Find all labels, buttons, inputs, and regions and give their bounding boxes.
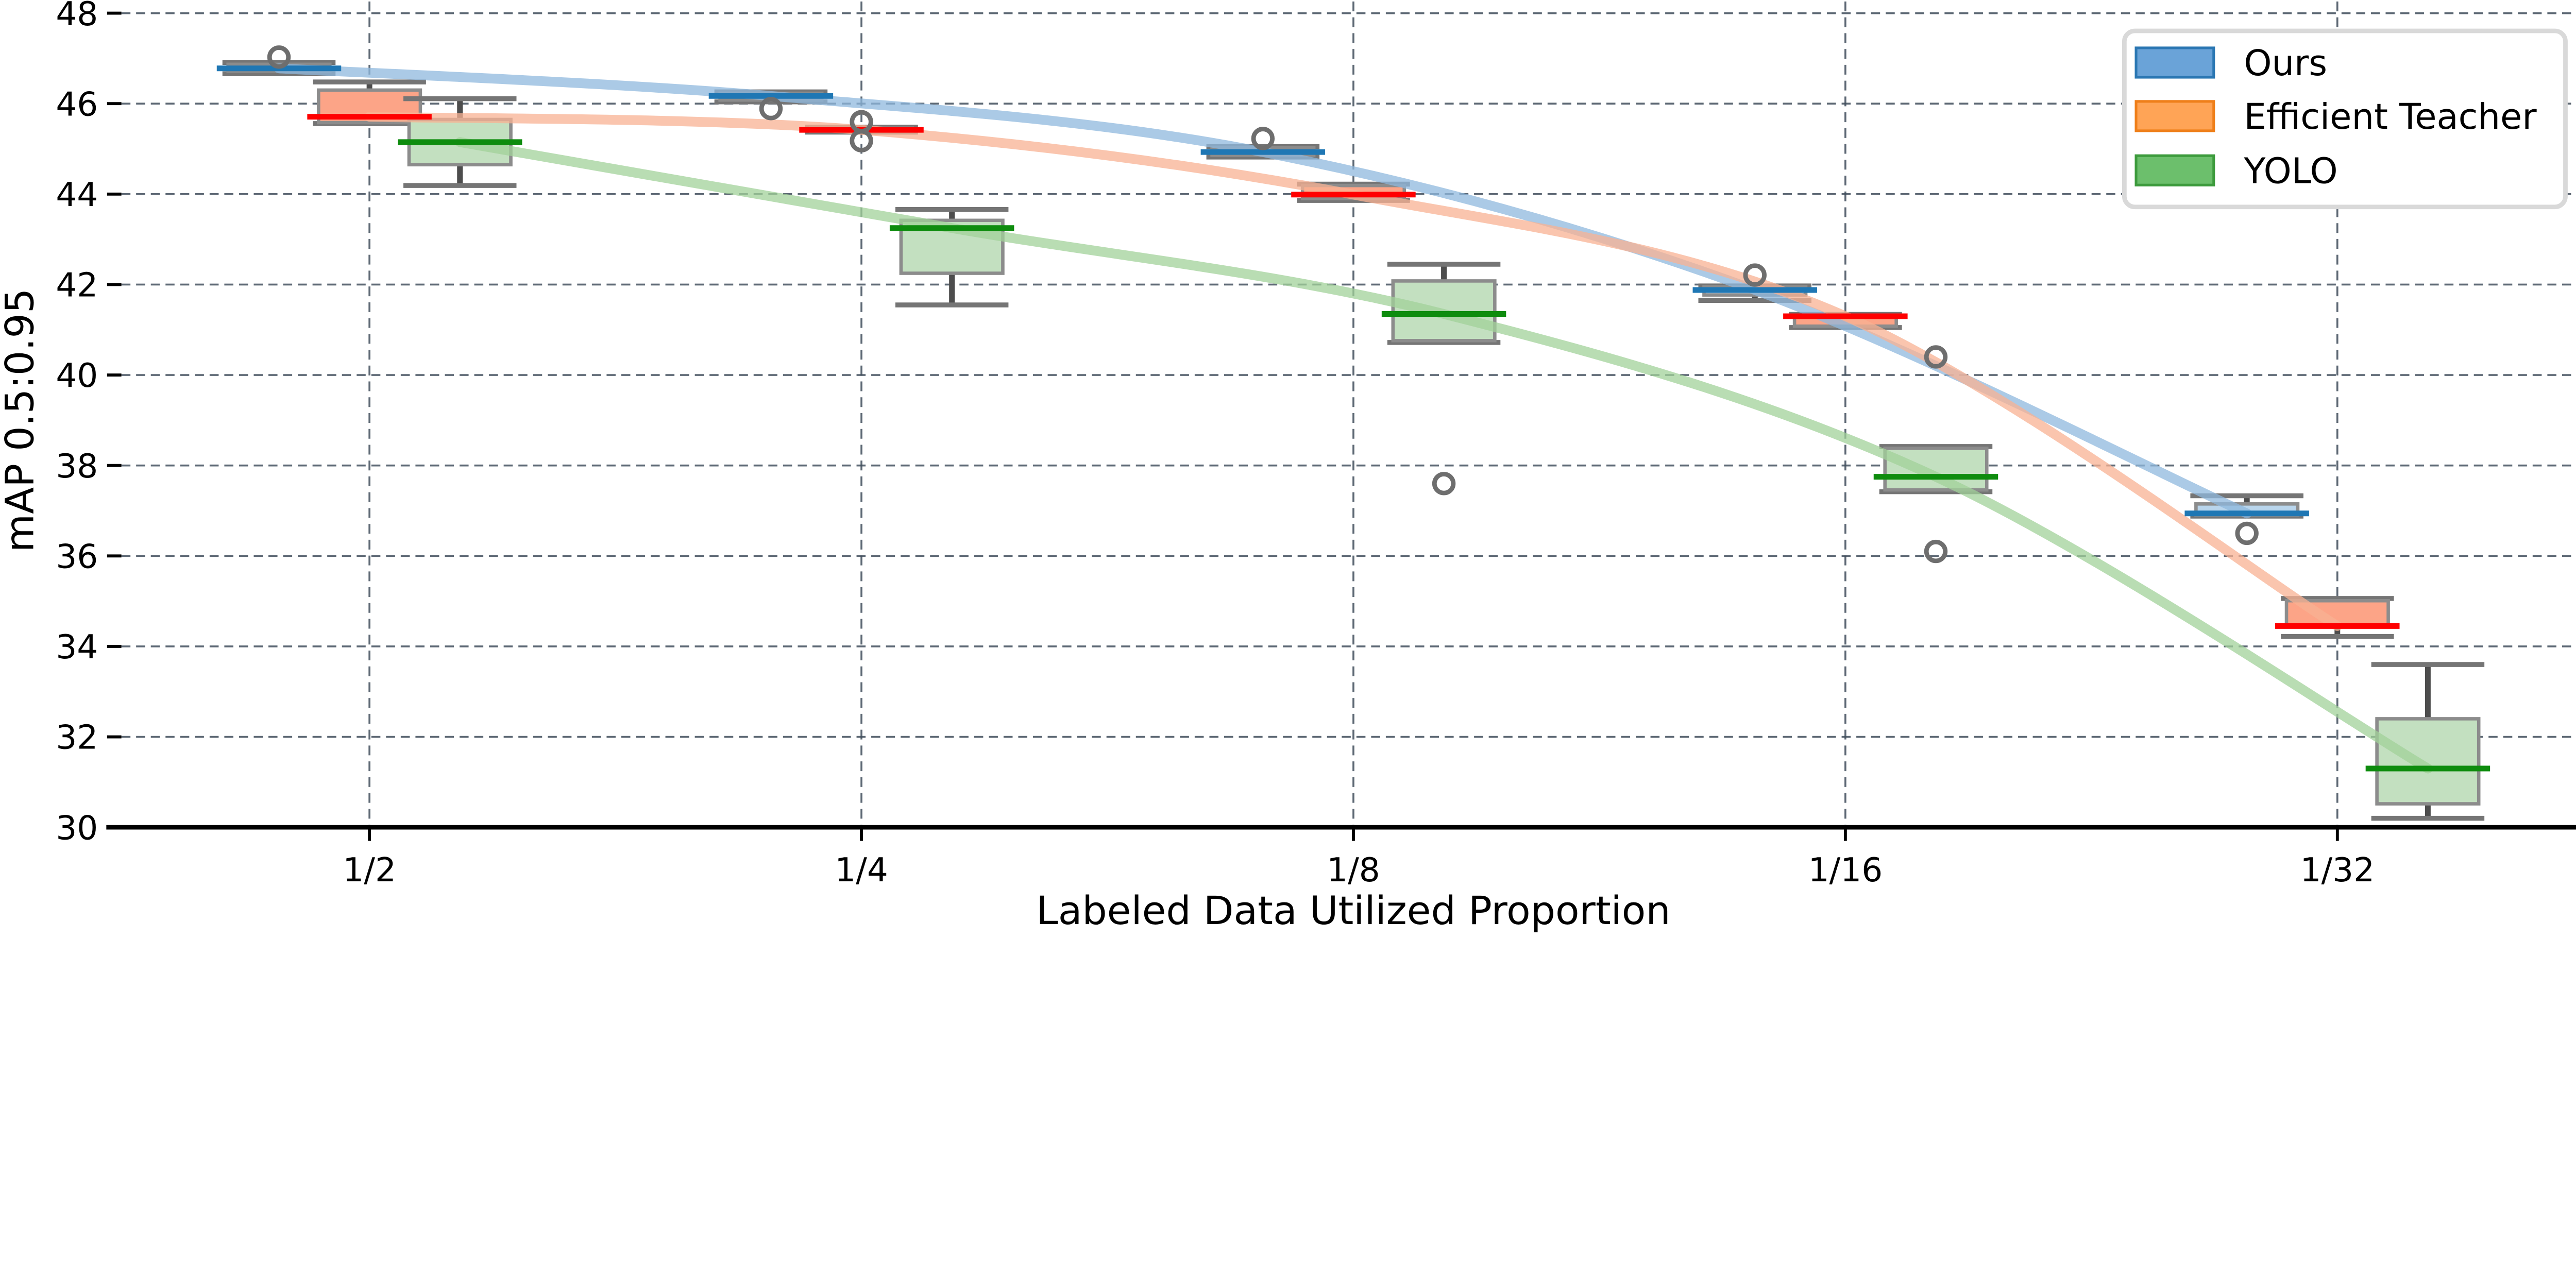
x-tick-label-1-2: 1/2 <box>343 851 396 890</box>
outlier-ours-1-8 <box>1251 127 1275 150</box>
legend: Ours Efficient Teacher YOLO <box>2122 28 2568 210</box>
box-body <box>1883 447 1989 492</box>
box-yolo-1-32 <box>2371 662 2485 821</box>
y-tick-label-44: 44 <box>56 176 98 214</box>
y-tick-label-30: 30 <box>56 809 98 847</box>
x-tick-label-1-8: 1/8 <box>1327 851 1380 890</box>
x-tick-label-1-16: 1/16 <box>1808 851 1883 890</box>
legend-swatch-ours <box>2134 46 2215 79</box>
boxplot-chart: 30 32 34 36 38 40 42 44 46 48 1/2 1/4 1/8 1/16 1/32 Lab… <box>0 0 2576 934</box>
y-tick-label-40: 40 <box>56 356 98 395</box>
y-tick-label-32: 32 <box>56 719 98 757</box>
outlier-ours-1-2 <box>267 45 291 69</box>
legend-label-yolo: YOLO <box>2243 151 2337 192</box>
outlier-ours-1-16 <box>1743 263 1767 287</box>
y-tick-label-36: 36 <box>56 537 98 576</box>
outlier-yolo-1-16 <box>1924 345 1948 369</box>
legend-label-ours: Ours <box>2244 43 2327 84</box>
legend-box <box>2122 28 2568 210</box>
y-tick-label-34: 34 <box>56 628 98 667</box>
figure: 30 32 34 36 38 40 42 44 46 48 1/2 1/4 1/8 1/16 1/32 Lab… <box>0 0 2576 934</box>
x-tick-label-1-32: 1/32 <box>2300 851 2375 890</box>
outlier-ours-1-4 <box>759 97 783 121</box>
y-tick-label-42: 42 <box>56 266 98 305</box>
x-axis-label: Labeled Data Utilized Proportion <box>1036 888 1670 933</box>
y-tick-label-38: 38 <box>56 447 98 486</box>
outlier-yolo-1-16 <box>1924 539 1948 564</box>
box-yolo-1-8 <box>1387 262 1501 345</box>
x-tick-label-1-4: 1/4 <box>835 851 888 890</box>
legend-label-efficient-teacher: Efficient Teacher <box>2244 96 2537 138</box>
legend-swatch-yolo <box>2134 154 2215 186</box>
y-tick-label-48: 48 <box>56 0 98 33</box>
outlier-yolo-1-8 <box>1432 472 1456 496</box>
outlier-ours-1-32 <box>2235 521 2259 545</box>
y-axis-label: mAP 0.5:0.95 <box>0 288 42 552</box>
y-tick-label-46: 46 <box>56 85 98 124</box>
box-yolo-1-16 <box>1879 444 1993 494</box>
box-body <box>2375 717 2481 806</box>
outlier-efficient-teacher-1-4 <box>850 129 873 152</box>
legend-swatch-efficient-teacher <box>2134 100 2215 132</box>
